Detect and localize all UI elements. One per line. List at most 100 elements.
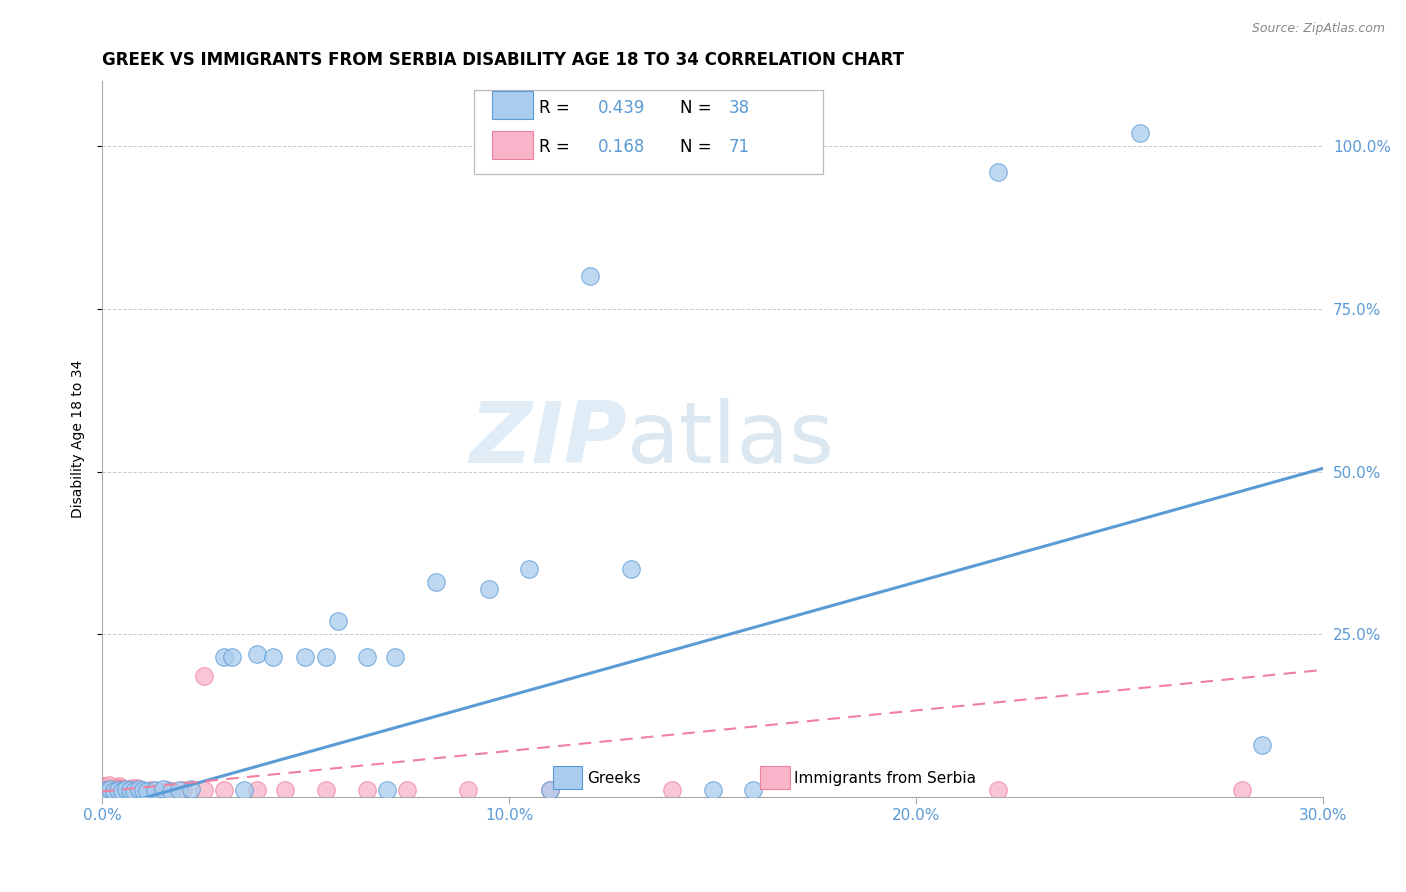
Point: [94, 787, 117, 801]
Point: [384, 649, 406, 664]
Text: R =: R =: [538, 99, 575, 117]
Point: [356, 783, 378, 797]
FancyBboxPatch shape: [761, 766, 790, 789]
Point: [97, 784, 120, 798]
Point: [221, 649, 243, 664]
Point: [212, 783, 235, 797]
Point: [180, 781, 202, 796]
Point: [139, 783, 162, 797]
Point: [96, 784, 118, 798]
Point: [111, 784, 134, 798]
Point: [702, 783, 724, 797]
Point: [661, 783, 683, 797]
Text: N =: N =: [679, 138, 717, 156]
Point: [98, 778, 121, 792]
Point: [115, 781, 138, 796]
Text: Source: ZipAtlas.com: Source: ZipAtlas.com: [1251, 22, 1385, 36]
Point: [97, 784, 120, 798]
Text: 0.168: 0.168: [598, 138, 645, 156]
Point: [96, 789, 118, 803]
FancyBboxPatch shape: [492, 131, 533, 160]
Text: 71: 71: [728, 138, 749, 156]
Point: [233, 783, 256, 797]
Point: [579, 269, 602, 284]
Point: [396, 783, 419, 797]
Text: N =: N =: [679, 99, 717, 117]
Point: [94, 784, 117, 798]
Point: [193, 669, 215, 683]
Point: [104, 784, 127, 798]
FancyBboxPatch shape: [474, 90, 823, 174]
Point: [143, 783, 166, 797]
Point: [457, 783, 479, 797]
Point: [91, 784, 114, 798]
Point: [356, 649, 378, 664]
Point: [100, 783, 122, 797]
Point: [107, 785, 129, 799]
Point: [93, 783, 115, 797]
Point: [135, 784, 157, 798]
Point: [262, 649, 284, 664]
Point: [105, 782, 128, 797]
Point: [294, 649, 316, 664]
Point: [105, 780, 128, 795]
Point: [172, 783, 194, 797]
Point: [1230, 783, 1253, 797]
Point: [131, 783, 153, 797]
FancyBboxPatch shape: [492, 91, 533, 120]
Point: [105, 784, 128, 798]
Point: [425, 575, 447, 590]
Point: [110, 780, 132, 795]
Point: [246, 647, 269, 661]
Point: [100, 780, 122, 795]
Point: [120, 783, 142, 797]
Point: [1251, 738, 1274, 752]
Point: [112, 786, 135, 800]
Point: [91, 779, 114, 793]
Point: [115, 784, 138, 798]
Point: [103, 782, 125, 797]
Point: [987, 783, 1010, 797]
Point: [111, 784, 134, 798]
Point: [96, 784, 118, 798]
Point: [91, 779, 114, 793]
Point: [107, 782, 129, 797]
Point: [987, 165, 1010, 179]
Point: [97, 783, 120, 797]
Point: [375, 783, 398, 797]
Point: [97, 786, 120, 800]
Point: [620, 562, 643, 576]
Point: [742, 783, 765, 797]
Point: [167, 783, 190, 797]
Point: [315, 649, 337, 664]
Point: [101, 782, 124, 797]
Point: [98, 781, 121, 796]
Point: [124, 784, 146, 798]
Point: [97, 780, 120, 794]
Point: [94, 783, 117, 797]
Text: atlas: atlas: [627, 398, 835, 481]
Point: [108, 780, 131, 795]
Point: [96, 782, 118, 797]
Point: [105, 780, 128, 795]
Point: [152, 781, 174, 796]
Point: [538, 783, 561, 797]
Point: [112, 787, 135, 801]
Text: Immigrants from Serbia: Immigrants from Serbia: [794, 771, 976, 786]
Y-axis label: Disability Age 18 to 34: Disability Age 18 to 34: [72, 359, 86, 518]
Point: [121, 780, 143, 795]
Point: [100, 785, 122, 799]
Point: [96, 789, 118, 803]
Point: [212, 649, 235, 664]
Text: 0.439: 0.439: [598, 99, 645, 117]
Point: [538, 783, 561, 797]
Text: Greeks: Greeks: [586, 771, 641, 786]
Point: [315, 783, 337, 797]
Point: [103, 784, 125, 798]
FancyBboxPatch shape: [553, 766, 582, 789]
Text: ZIP: ZIP: [470, 398, 627, 481]
Point: [94, 782, 117, 797]
Point: [107, 783, 129, 797]
Point: [103, 785, 125, 799]
Point: [121, 782, 143, 797]
